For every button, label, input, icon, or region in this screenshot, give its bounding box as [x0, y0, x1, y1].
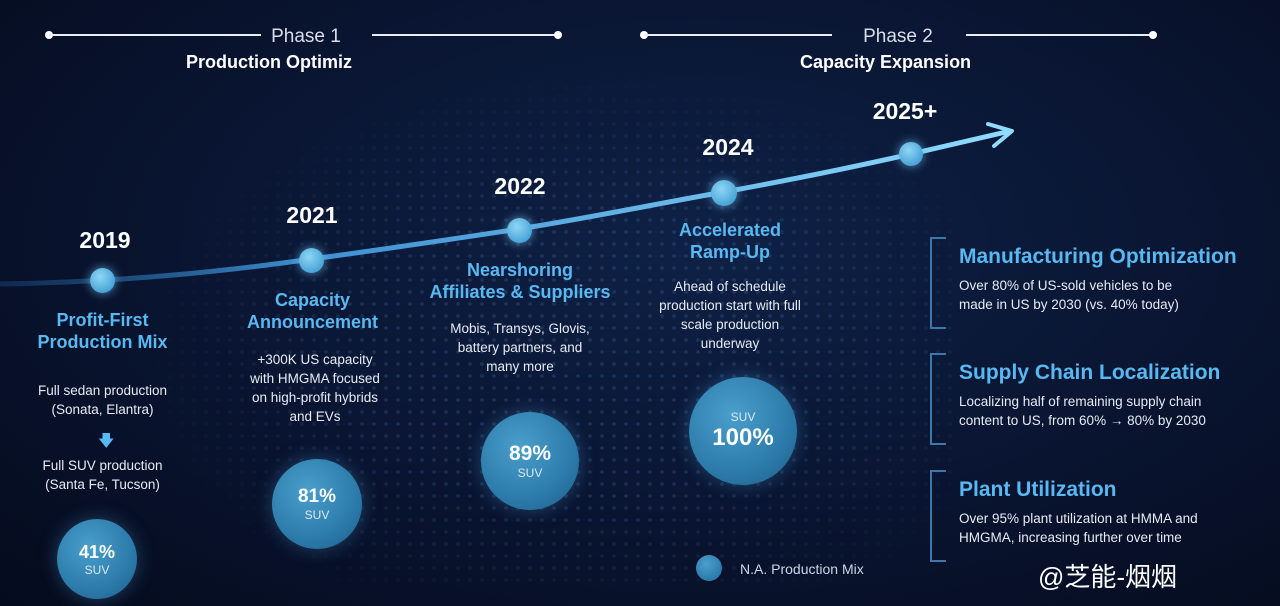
bubble-2022-suv-share: 89% SUV — [481, 412, 579, 510]
milestone-2021-desc: +300K US capacity with HMGMA focused on … — [250, 352, 380, 424]
timeline-node-2024 — [711, 180, 737, 206]
card-bracket — [930, 353, 946, 445]
card-title: Plant Utilization — [959, 478, 1117, 501]
bubble-2019-suv-share: 41% SUV — [57, 519, 137, 599]
phase-1-subtitle: Production Optimiz — [186, 52, 352, 72]
year-2021: 2021 — [286, 202, 338, 228]
card-desc: Localizing half of remaining supply chai… — [959, 394, 1206, 428]
arrow-down-icon: 🡇 — [98, 433, 115, 450]
phase-2-right-dot — [1149, 31, 1157, 39]
bubble-2021-suv-share: 81% SUV — [272, 459, 362, 549]
legend-label: N.A. Production Mix — [740, 561, 864, 577]
card-title: Supply Chain Localization — [959, 361, 1221, 384]
phase-1-left-line — [49, 34, 261, 36]
phase-1-right-dot — [554, 31, 562, 39]
phase-1-right-line — [372, 34, 558, 36]
bubble-2024-suv-share: SUV 100% — [689, 377, 797, 485]
watermark: @芝能-烟烟 — [1038, 562, 1178, 592]
card-title: Manufacturing Optimization — [959, 245, 1237, 268]
arrow-head-icon — [986, 122, 1014, 148]
milestone-2022-desc: Mobis, Transys, Glovis, battery partners… — [450, 321, 590, 374]
milestone-2019-after: Full SUV production (Santa Fe, Tucson) — [42, 458, 163, 492]
milestone-2022-title: Nearshoring Affiliates & Suppliers — [429, 260, 611, 302]
phase-1-label: Phase 1 — [271, 26, 341, 47]
year-2019: 2019 — [79, 227, 131, 253]
timeline-node-2021 — [299, 248, 324, 273]
card-manufacturing-optimization: Manufacturing Optimization Over 80% of U… — [930, 237, 1275, 329]
year-2024: 2024 — [702, 134, 754, 160]
card-bracket — [930, 237, 946, 329]
timeline-node-2019 — [90, 268, 115, 293]
milestone-2019-title: Profit-First Production Mix — [37, 310, 168, 352]
milestone-2019-before: Full sedan production (Sonata, Elantra) — [37, 383, 168, 417]
milestone-2024-desc: Ahead of schedule production start with … — [659, 279, 801, 351]
card-desc: Over 80% of US-sold vehicles to be made … — [959, 278, 1179, 312]
milestone-2021-title: Capacity Announcement — [246, 290, 378, 332]
timeline-node-2025 — [899, 142, 923, 166]
year-2025-plus: 2025+ — [872, 98, 938, 124]
card-desc: Over 95% plant utilization at HMMA and H… — [959, 511, 1198, 545]
year-2022: 2022 — [494, 173, 546, 199]
phase-2-right-line — [966, 34, 1152, 36]
card-supply-chain-localization: Supply Chain Localization Localizing hal… — [930, 353, 1275, 445]
timeline-node-2022 — [507, 218, 532, 243]
card-plant-utilization: Plant Utilization Over 95% plant utiliza… — [930, 470, 1275, 562]
milestone-2024-title: Accelerated Ramp-Up — [678, 220, 782, 262]
phase-2-label: Phase 2 — [863, 26, 933, 47]
legend-swatch — [696, 555, 722, 581]
phase-2-left-line — [644, 34, 832, 36]
phase-2-subtitle: Capacity Expansion — [800, 52, 972, 72]
card-bracket — [930, 470, 946, 562]
